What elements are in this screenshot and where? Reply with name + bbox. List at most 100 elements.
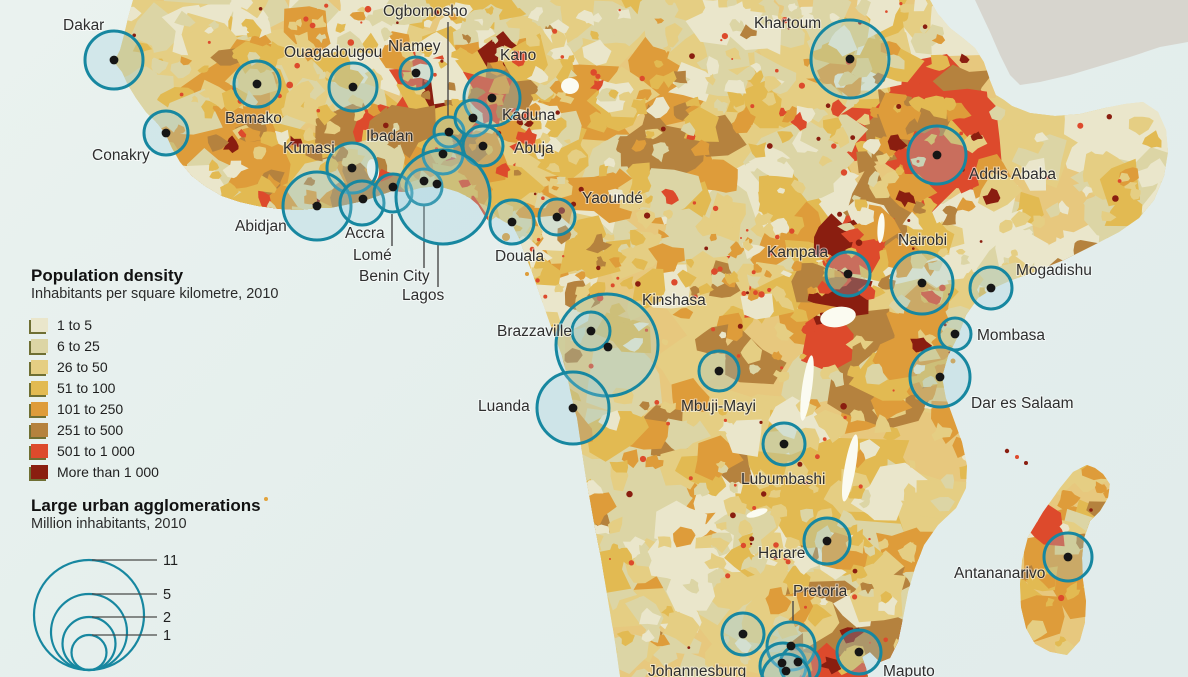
agglomeration-circle-lom-	[372, 172, 414, 214]
city-dot-ogbomosho	[444, 127, 454, 137]
city-dot-khartoum	[845, 54, 855, 64]
city-dot-kaduna	[468, 113, 478, 123]
city-label-lagos: Lagos	[402, 287, 444, 304]
city-label-benin-city: Benin City	[359, 268, 430, 285]
legend-density-title: Population density	[31, 266, 184, 285]
legend-density-subtitle: Inhabitants per square kilometre, 2010	[31, 286, 279, 302]
city-dot-addis-ababa	[932, 150, 942, 160]
city-dot-bamako	[252, 79, 262, 89]
size-scale-value: 1	[163, 628, 171, 644]
size-scale-value: 2	[163, 610, 171, 626]
size-scale-value: 5	[163, 587, 171, 603]
city-label-dakar: Dakar	[63, 17, 104, 34]
city-dot-unnamed	[738, 629, 748, 639]
city-label-dar-es-salaam: Dar es Salaam	[971, 395, 1074, 412]
city-label-kano: Kano	[500, 47, 536, 64]
legend-row: 51 to 100	[31, 377, 278, 398]
legend-swatch	[31, 359, 48, 374]
city-dot-douala	[507, 217, 517, 227]
city-label-luanda: Luanda	[478, 398, 530, 415]
city-label-nairobi: Nairobi	[898, 232, 947, 249]
city-label-accra: Accra	[345, 225, 385, 242]
legend-agglo-subtitle: Million inhabitants, 2010	[31, 516, 187, 532]
legend-swatch	[31, 422, 48, 437]
legend-class-label: 51 to 100	[57, 379, 116, 396]
legend-class-label: 251 to 500	[57, 421, 124, 438]
city-label-kinshasa: Kinshasa	[642, 292, 706, 309]
legend-row: More than 1 000	[31, 461, 278, 482]
city-dot-lubumbashi	[779, 439, 789, 449]
city-dot-ibadan	[438, 149, 448, 159]
city-dot-mogadishu	[986, 283, 996, 293]
city-labels: Dakar Conakry Bamako Ouagadougou Niamey Ogbom…	[62, 2, 1093, 677]
city-label-lubumbashi: Lubumbashi	[741, 471, 825, 488]
size-scale-value: 11	[163, 553, 178, 569]
legend-swatch	[31, 317, 48, 332]
lake	[800, 355, 814, 421]
city-dots	[109, 54, 1073, 676]
city-dot-lom-	[388, 182, 398, 192]
legend-row: 501 to 1 000	[31, 440, 278, 461]
legend-agglo-title-text: Large urban agglomerations	[31, 496, 261, 515]
legend-row: 1 to 5	[31, 314, 278, 335]
city-label-johannesburg: Johannesburg	[648, 663, 746, 677]
city-label-harare: Harare	[758, 545, 805, 562]
legend-class-label: 6 to 25	[57, 337, 100, 354]
city-dot-maputo	[854, 647, 864, 657]
city-label-mogadishu: Mogadishu	[1016, 262, 1092, 279]
population-density-legend: Population density Inhabitants per squar…	[31, 266, 278, 482]
legend-row: 6 to 25	[31, 335, 278, 356]
agglomerations-legend: Large urban agglomerations Million inhab…	[31, 496, 268, 544]
arabian-peninsula-land	[975, 0, 1188, 85]
city-label-niamey: Niamey	[388, 38, 441, 55]
city-label-conakry: Conakry	[92, 147, 150, 164]
lake	[820, 306, 856, 328]
city-dot-yaound-	[552, 212, 562, 222]
city-label-mombasa: Mombasa	[977, 327, 1045, 344]
city-dot-niamey	[411, 68, 421, 78]
legend-swatch	[31, 464, 48, 479]
city-dot-ouagadougou	[348, 82, 358, 92]
city-label-brazzaville: Brazzaville	[497, 323, 572, 340]
size-scale-circle	[61, 615, 117, 672]
legend-swatch	[31, 380, 48, 395]
city-dot-unnamed	[781, 666, 791, 676]
city-dot-antananarivo	[1063, 552, 1073, 562]
city-label-douala: Douala	[495, 248, 544, 265]
city-label-khartoum: Khartoum	[754, 15, 821, 32]
size-scale-circle	[49, 592, 129, 672]
city-dot-nairobi	[917, 278, 927, 288]
lake	[841, 434, 859, 502]
city-label-maputo: Maputo	[883, 663, 935, 677]
city-dot-mombasa	[950, 329, 960, 339]
city-label-pretoria: Pretoria	[793, 583, 848, 600]
city-label-kaduna: Kaduna	[502, 107, 556, 124]
city-dot-dar-es-salaam	[935, 372, 945, 382]
city-dot-accra	[358, 194, 368, 204]
footnote-marker	[263, 497, 268, 501]
city-dot-kumasi	[347, 163, 357, 173]
legend-class-label: 1 to 5	[57, 316, 93, 333]
label-leader-lines	[391, 22, 794, 621]
small-islands	[502, 233, 1028, 465]
city-label-addis-ababa: Addis Ababa	[969, 166, 1056, 183]
agglomeration-circle-lagos	[394, 148, 492, 246]
city-label-lom-: Lomé	[353, 247, 392, 264]
city-label-mbuji-mayi: Mbuji-Mayi	[681, 398, 756, 415]
city-dot-harare	[822, 536, 832, 546]
city-label-ogbomosho: Ogbomosho	[383, 3, 467, 20]
city-label-bamako: Bamako	[225, 110, 282, 127]
city-label-abidjan: Abidjan	[235, 218, 287, 235]
legend-row: 251 to 500	[31, 419, 278, 440]
city-dot-kampala	[843, 269, 853, 279]
city-label-antananarivo: Antananarivo	[954, 565, 1045, 582]
city-dot-unnamed	[793, 657, 803, 667]
legend-class-label: More than 1 000	[57, 463, 159, 480]
city-label-kampala: Kampala	[767, 244, 829, 261]
agglomeration-size-scale: 11 5 2 1	[32, 553, 178, 672]
legend-swatch	[31, 338, 48, 353]
city-label-ouagadougou: Ouagadougou	[284, 44, 382, 61]
city-dot-lagos	[432, 179, 442, 189]
city-dot-luanda	[568, 403, 578, 413]
